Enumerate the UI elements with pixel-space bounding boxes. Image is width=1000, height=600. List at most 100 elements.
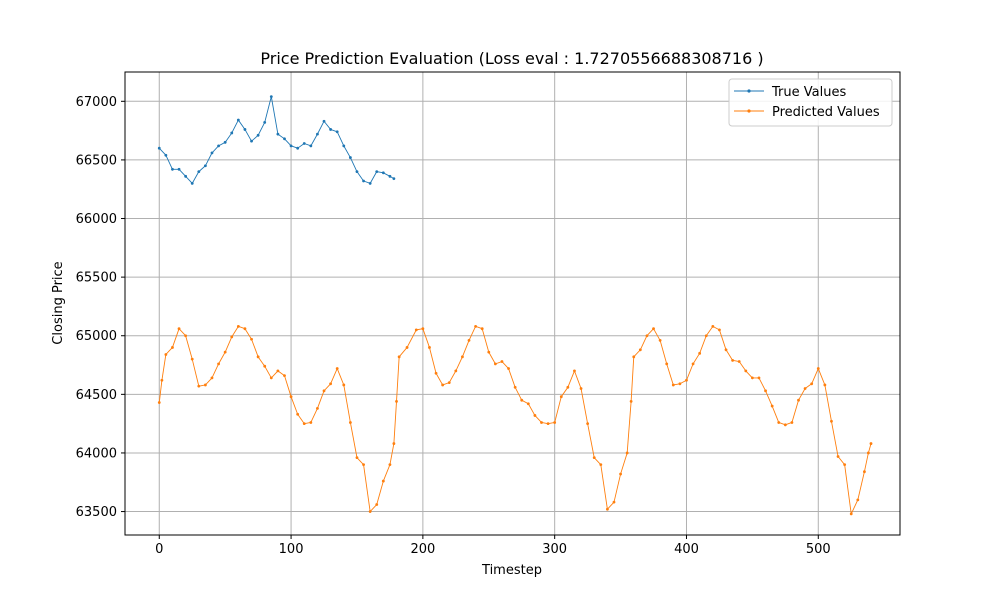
legend-marker-true-values [747, 89, 751, 93]
legend-label-true-values: True Values [771, 85, 846, 100]
data-point [184, 174, 188, 178]
data-point [157, 401, 161, 404]
data-point [586, 422, 590, 426]
data-point [678, 382, 682, 386]
data-point [573, 369, 576, 373]
series-layer [157, 95, 873, 516]
data-point [296, 412, 300, 416]
data-point [493, 362, 497, 366]
data-point [362, 179, 365, 183]
data-point [405, 346, 409, 349]
data-point [223, 140, 227, 144]
data-point [447, 381, 451, 385]
data-point [329, 128, 333, 131]
data-point [197, 384, 201, 388]
data-point [866, 451, 870, 455]
data-point [559, 395, 563, 399]
data-point [230, 131, 234, 135]
data-point [724, 348, 728, 352]
data-point [329, 382, 333, 386]
data-point [816, 367, 820, 370]
data-point [217, 362, 220, 366]
data-point [283, 374, 286, 377]
data-point [797, 398, 800, 402]
x-axis-label: Timestep [481, 563, 542, 578]
data-point [612, 500, 616, 504]
data-point [190, 181, 194, 185]
data-point [553, 421, 557, 424]
data-point [236, 324, 240, 328]
data-point [566, 385, 570, 389]
data-point [629, 399, 633, 403]
data-point [177, 327, 181, 331]
data-point [869, 442, 873, 445]
legend-label-predicted-values: Predicted Values [772, 105, 880, 120]
data-point [843, 463, 847, 467]
data-point [269, 95, 273, 99]
data-point [520, 398, 524, 402]
y-ticks: 63500 64000 64500 65000 65500 66000 66500 67000 [76, 95, 125, 520]
data-point [388, 463, 392, 467]
data-point [507, 367, 510, 370]
data-point [368, 510, 372, 513]
data-point [625, 451, 629, 455]
y-tick-label: 65000 [76, 329, 117, 344]
data-point [256, 133, 260, 137]
data-point [461, 355, 464, 359]
data-point [474, 324, 477, 328]
data-point [513, 385, 517, 389]
data-point [302, 142, 306, 145]
data-point [830, 419, 833, 423]
data-point [665, 362, 669, 366]
x-tick-label: 0 [155, 542, 163, 557]
y-tick-label: 66000 [76, 212, 117, 227]
data-point [204, 164, 207, 168]
data-point [428, 346, 431, 349]
series-true-values [157, 95, 396, 185]
data-point [362, 463, 365, 467]
data-point [691, 362, 695, 366]
data-point [164, 353, 168, 356]
plot-frame [124, 71, 901, 536]
data-point [296, 146, 300, 150]
data-point [210, 376, 214, 380]
data-point [790, 421, 794, 424]
data-point [276, 132, 280, 136]
data-point [599, 463, 603, 467]
data-point [309, 144, 313, 148]
data-point [368, 181, 372, 185]
data-point [381, 479, 385, 483]
data-point [355, 170, 359, 174]
x-tick-label: 400 [674, 542, 699, 557]
data-point [263, 364, 267, 368]
data-point [750, 376, 754, 380]
data-point [863, 470, 866, 474]
data-point [342, 383, 346, 387]
x-tick-label: 200 [410, 542, 435, 557]
data-point [236, 118, 240, 122]
series-predicted-values [157, 324, 873, 516]
data-point [421, 327, 425, 331]
data-point [184, 334, 188, 338]
y-tick-label: 66500 [76, 153, 117, 168]
data-point [480, 327, 484, 331]
data-point [190, 357, 194, 361]
x-tick-label: 100 [279, 542, 304, 557]
data-point [348, 156, 352, 159]
data-point [454, 369, 458, 373]
data-point [698, 351, 702, 355]
legend: True Values Predicted Values [728, 78, 893, 127]
data-point [658, 339, 662, 342]
data-point [731, 358, 735, 362]
chart-title: Price Prediction Evaluation (Loss eval :… [260, 49, 763, 68]
data-point [230, 335, 234, 339]
data-point [744, 369, 748, 373]
data-point [283, 137, 286, 141]
data-point [217, 144, 220, 148]
data-point [671, 383, 675, 387]
data-point [197, 170, 201, 174]
data-point [849, 512, 853, 516]
data-point [392, 442, 396, 445]
data-point [243, 128, 247, 131]
